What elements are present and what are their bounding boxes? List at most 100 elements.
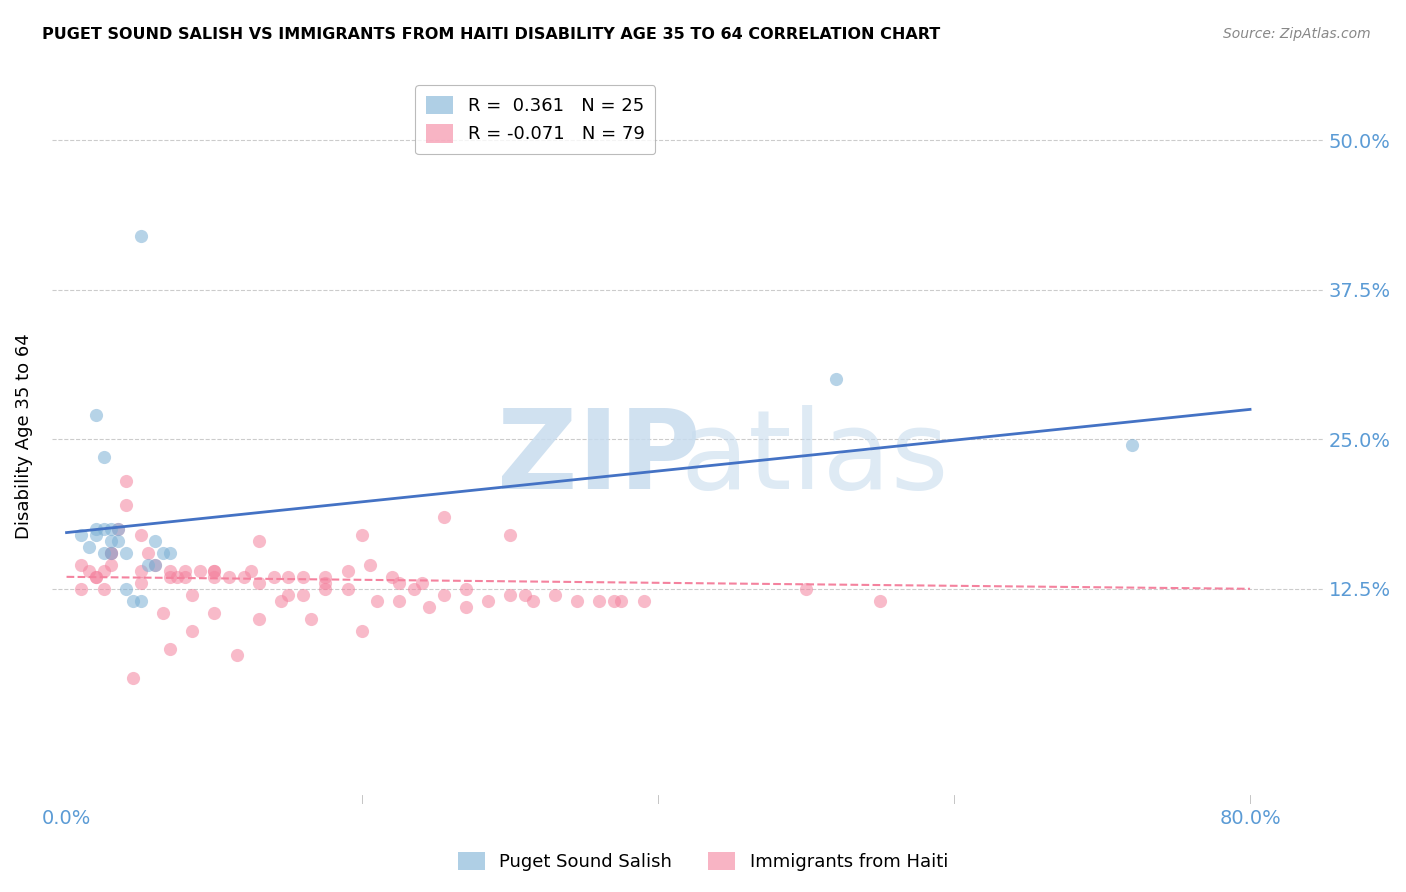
Point (100, 546, 122, 560)
Point (174, 570, 197, 584)
Legend: Puget Sound Salish, Immigrants from Haiti: Puget Sound Salish, Immigrants from Hait… (450, 845, 956, 879)
Point (143, 533, 166, 548)
Point (181, 588, 204, 602)
Point (869, 593, 891, 607)
Point (70, 558, 93, 572)
Point (314, 582, 336, 596)
Point (610, 593, 633, 607)
Point (433, 588, 456, 602)
Point (152, 546, 174, 560)
Point (588, 593, 610, 607)
Point (299, 612, 322, 626)
Point (499, 588, 522, 602)
Point (122, 672, 145, 686)
Point (122, 593, 145, 607)
Point (336, 582, 359, 596)
Point (1121, 438, 1143, 452)
Point (93, 564, 115, 578)
Point (70, 528, 93, 542)
Point (159, 570, 181, 584)
Point (565, 593, 588, 607)
Point (794, 582, 817, 596)
Point (70, 582, 93, 596)
Point (433, 510, 456, 524)
Point (240, 564, 263, 578)
Point (100, 522, 122, 536)
Point (292, 570, 315, 584)
Point (129, 593, 152, 607)
Point (204, 564, 226, 578)
Point (233, 570, 256, 584)
Point (129, 564, 152, 578)
Point (129, 575, 152, 590)
Point (188, 564, 211, 578)
Point (247, 575, 270, 590)
Point (152, 606, 174, 620)
Point (129, 528, 152, 542)
Point (336, 564, 359, 578)
Point (93, 522, 115, 536)
Point (388, 575, 411, 590)
Point (159, 564, 181, 578)
Point (77, 564, 100, 578)
Point (359, 558, 381, 572)
Point (388, 593, 411, 607)
Point (418, 599, 440, 614)
Legend: R =  0.361   N = 25, R = -0.071   N = 79: R = 0.361 N = 25, R = -0.071 N = 79 (415, 85, 655, 154)
Point (159, 546, 181, 560)
Y-axis label: Disability Age 35 to 64: Disability Age 35 to 64 (15, 334, 32, 539)
Point (129, 229, 152, 244)
Point (225, 648, 247, 662)
Point (159, 641, 181, 656)
Point (100, 546, 122, 560)
Point (93, 582, 115, 596)
Point (136, 546, 159, 560)
Point (93, 546, 115, 560)
Point (352, 528, 374, 542)
Point (204, 570, 226, 584)
Point (292, 588, 315, 602)
Point (93, 450, 115, 465)
Point (381, 570, 404, 584)
Point (166, 570, 188, 584)
Text: ZIP: ZIP (498, 405, 700, 512)
Point (544, 588, 567, 602)
Point (411, 575, 433, 590)
Point (522, 593, 544, 607)
Point (100, 546, 122, 560)
Point (204, 606, 226, 620)
Point (366, 593, 388, 607)
Point (84, 570, 107, 584)
Point (114, 474, 136, 488)
Point (84, 528, 107, 542)
Point (100, 558, 122, 572)
Point (270, 593, 292, 607)
Point (181, 624, 204, 638)
Point (352, 624, 374, 638)
Point (515, 588, 537, 602)
Point (477, 593, 499, 607)
Point (247, 533, 270, 548)
Point (404, 582, 426, 596)
Point (107, 522, 129, 536)
Point (454, 599, 477, 614)
Point (143, 558, 166, 572)
Point (603, 593, 626, 607)
Point (107, 522, 129, 536)
Point (114, 582, 136, 596)
Point (84, 522, 107, 536)
Point (84, 409, 107, 423)
Point (454, 582, 477, 596)
Point (136, 558, 159, 572)
Point (824, 372, 846, 386)
Text: PUGET SOUND SALISH VS IMMIGRANTS FROM HAITI DISABILITY AGE 35 TO 64 CORRELATION : PUGET SOUND SALISH VS IMMIGRANTS FROM HA… (42, 27, 941, 42)
Text: Source: ZipAtlas.com: Source: ZipAtlas.com (1223, 27, 1371, 41)
Point (114, 546, 136, 560)
Point (247, 612, 270, 626)
Point (84, 570, 107, 584)
Point (77, 540, 100, 554)
Point (107, 533, 129, 548)
Point (204, 564, 226, 578)
Point (218, 570, 240, 584)
Text: atlas: atlas (681, 405, 949, 512)
